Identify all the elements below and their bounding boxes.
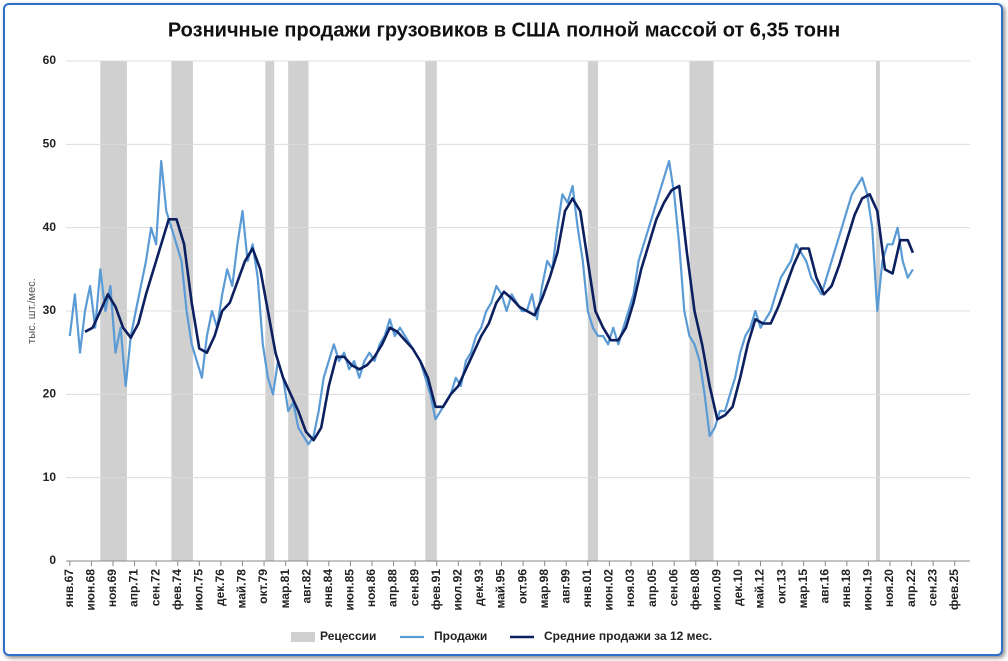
y-tick-label: 10 (43, 470, 57, 484)
x-tick-label: мар.98 (537, 569, 551, 609)
chart-frame (3, 3, 1003, 656)
y-tick-label: 40 (43, 220, 57, 234)
x-tick-label: фев.08 (688, 569, 702, 610)
y-tick-label: 0 (49, 553, 56, 567)
y-axis-title: тыс. шт./мес. (26, 278, 38, 344)
series-line (84, 184, 915, 442)
y-tick-label: 60 (43, 53, 57, 67)
x-tick-label: янв.67 (62, 569, 76, 608)
x-tick-label: июн.19 (861, 569, 875, 611)
x-tick-label: сен.06 (666, 569, 680, 607)
x-tick-label: июн.68 (84, 569, 98, 611)
x-tick-label: апр.88 (386, 569, 400, 607)
y-tick-label: 30 (43, 303, 57, 317)
x-tick-label: ноя.03 (623, 569, 637, 607)
x-tick-label: май.95 (494, 569, 508, 609)
x-tick-label: июн.85 (343, 569, 357, 611)
y-tick-label: 20 (43, 387, 57, 401)
x-tick-label: сен.89 (407, 569, 421, 607)
x-tick-label: июл.92 (450, 569, 464, 611)
x-tick-label: янв.01 (580, 569, 594, 608)
x-tick-label: мар.81 (278, 569, 292, 609)
x-tick-label: окт.13 (774, 569, 788, 604)
x-tick-label: окт.96 (515, 569, 529, 604)
series-line (68, 159, 914, 446)
x-tick-label: янв.84 (321, 569, 335, 608)
x-tick-label: фев.25 (947, 569, 961, 610)
x-tick-label: окт.79 (256, 569, 270, 604)
x-tick-label: сен.72 (148, 569, 162, 607)
x-tick-label: ноя.69 (105, 569, 119, 607)
x-tick-label: фев.91 (429, 569, 443, 610)
x-tick-label: сен.23 (925, 569, 939, 607)
x-tick-label: ноя.20 (882, 569, 896, 607)
x-tick-label: фев.74 (170, 569, 184, 610)
x-tick-label: апр.71 (127, 569, 141, 607)
x-tick-label: май.12 (753, 569, 767, 609)
x-tick-label: апр.22 (904, 569, 918, 607)
chart-title: Розничные продажи грузовиков в США полно… (168, 19, 840, 41)
x-tick-label: дек.93 (472, 569, 486, 606)
x-tick-label: дек.10 (731, 569, 745, 606)
x-tick-label: мар.15 (796, 569, 810, 609)
x-tick-label: дек.76 (213, 569, 227, 606)
x-tick-label: апр.05 (645, 569, 659, 607)
legend-label: Продажи (434, 629, 487, 643)
legend-label: Средние продажи за 12 мес. (544, 629, 712, 643)
x-tick-label: янв.18 (839, 569, 853, 608)
x-tick-label: авг.82 (299, 569, 313, 604)
x-tick-label: июл.09 (710, 569, 724, 611)
x-tick-label: июл.75 (191, 569, 205, 611)
x-tick-label: июн.02 (602, 569, 616, 611)
legend-swatch (291, 632, 315, 642)
x-tick-label: авг.99 (558, 569, 572, 604)
x-tick-label: ноя.86 (364, 569, 378, 607)
x-tick-label: май.78 (235, 569, 249, 609)
legend-label: Рецессии (320, 629, 376, 643)
y-tick-label: 50 (43, 137, 57, 151)
x-tick-label: авг.16 (817, 569, 831, 604)
